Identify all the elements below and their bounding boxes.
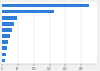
Bar [2, 59, 6, 62]
Bar [2, 40, 8, 44]
Bar [2, 22, 14, 26]
Bar [2, 4, 89, 7]
Bar [2, 47, 7, 50]
Bar [2, 34, 10, 38]
Bar [2, 28, 12, 32]
Bar [2, 10, 54, 13]
Bar [2, 53, 6, 56]
Bar [2, 16, 17, 20]
